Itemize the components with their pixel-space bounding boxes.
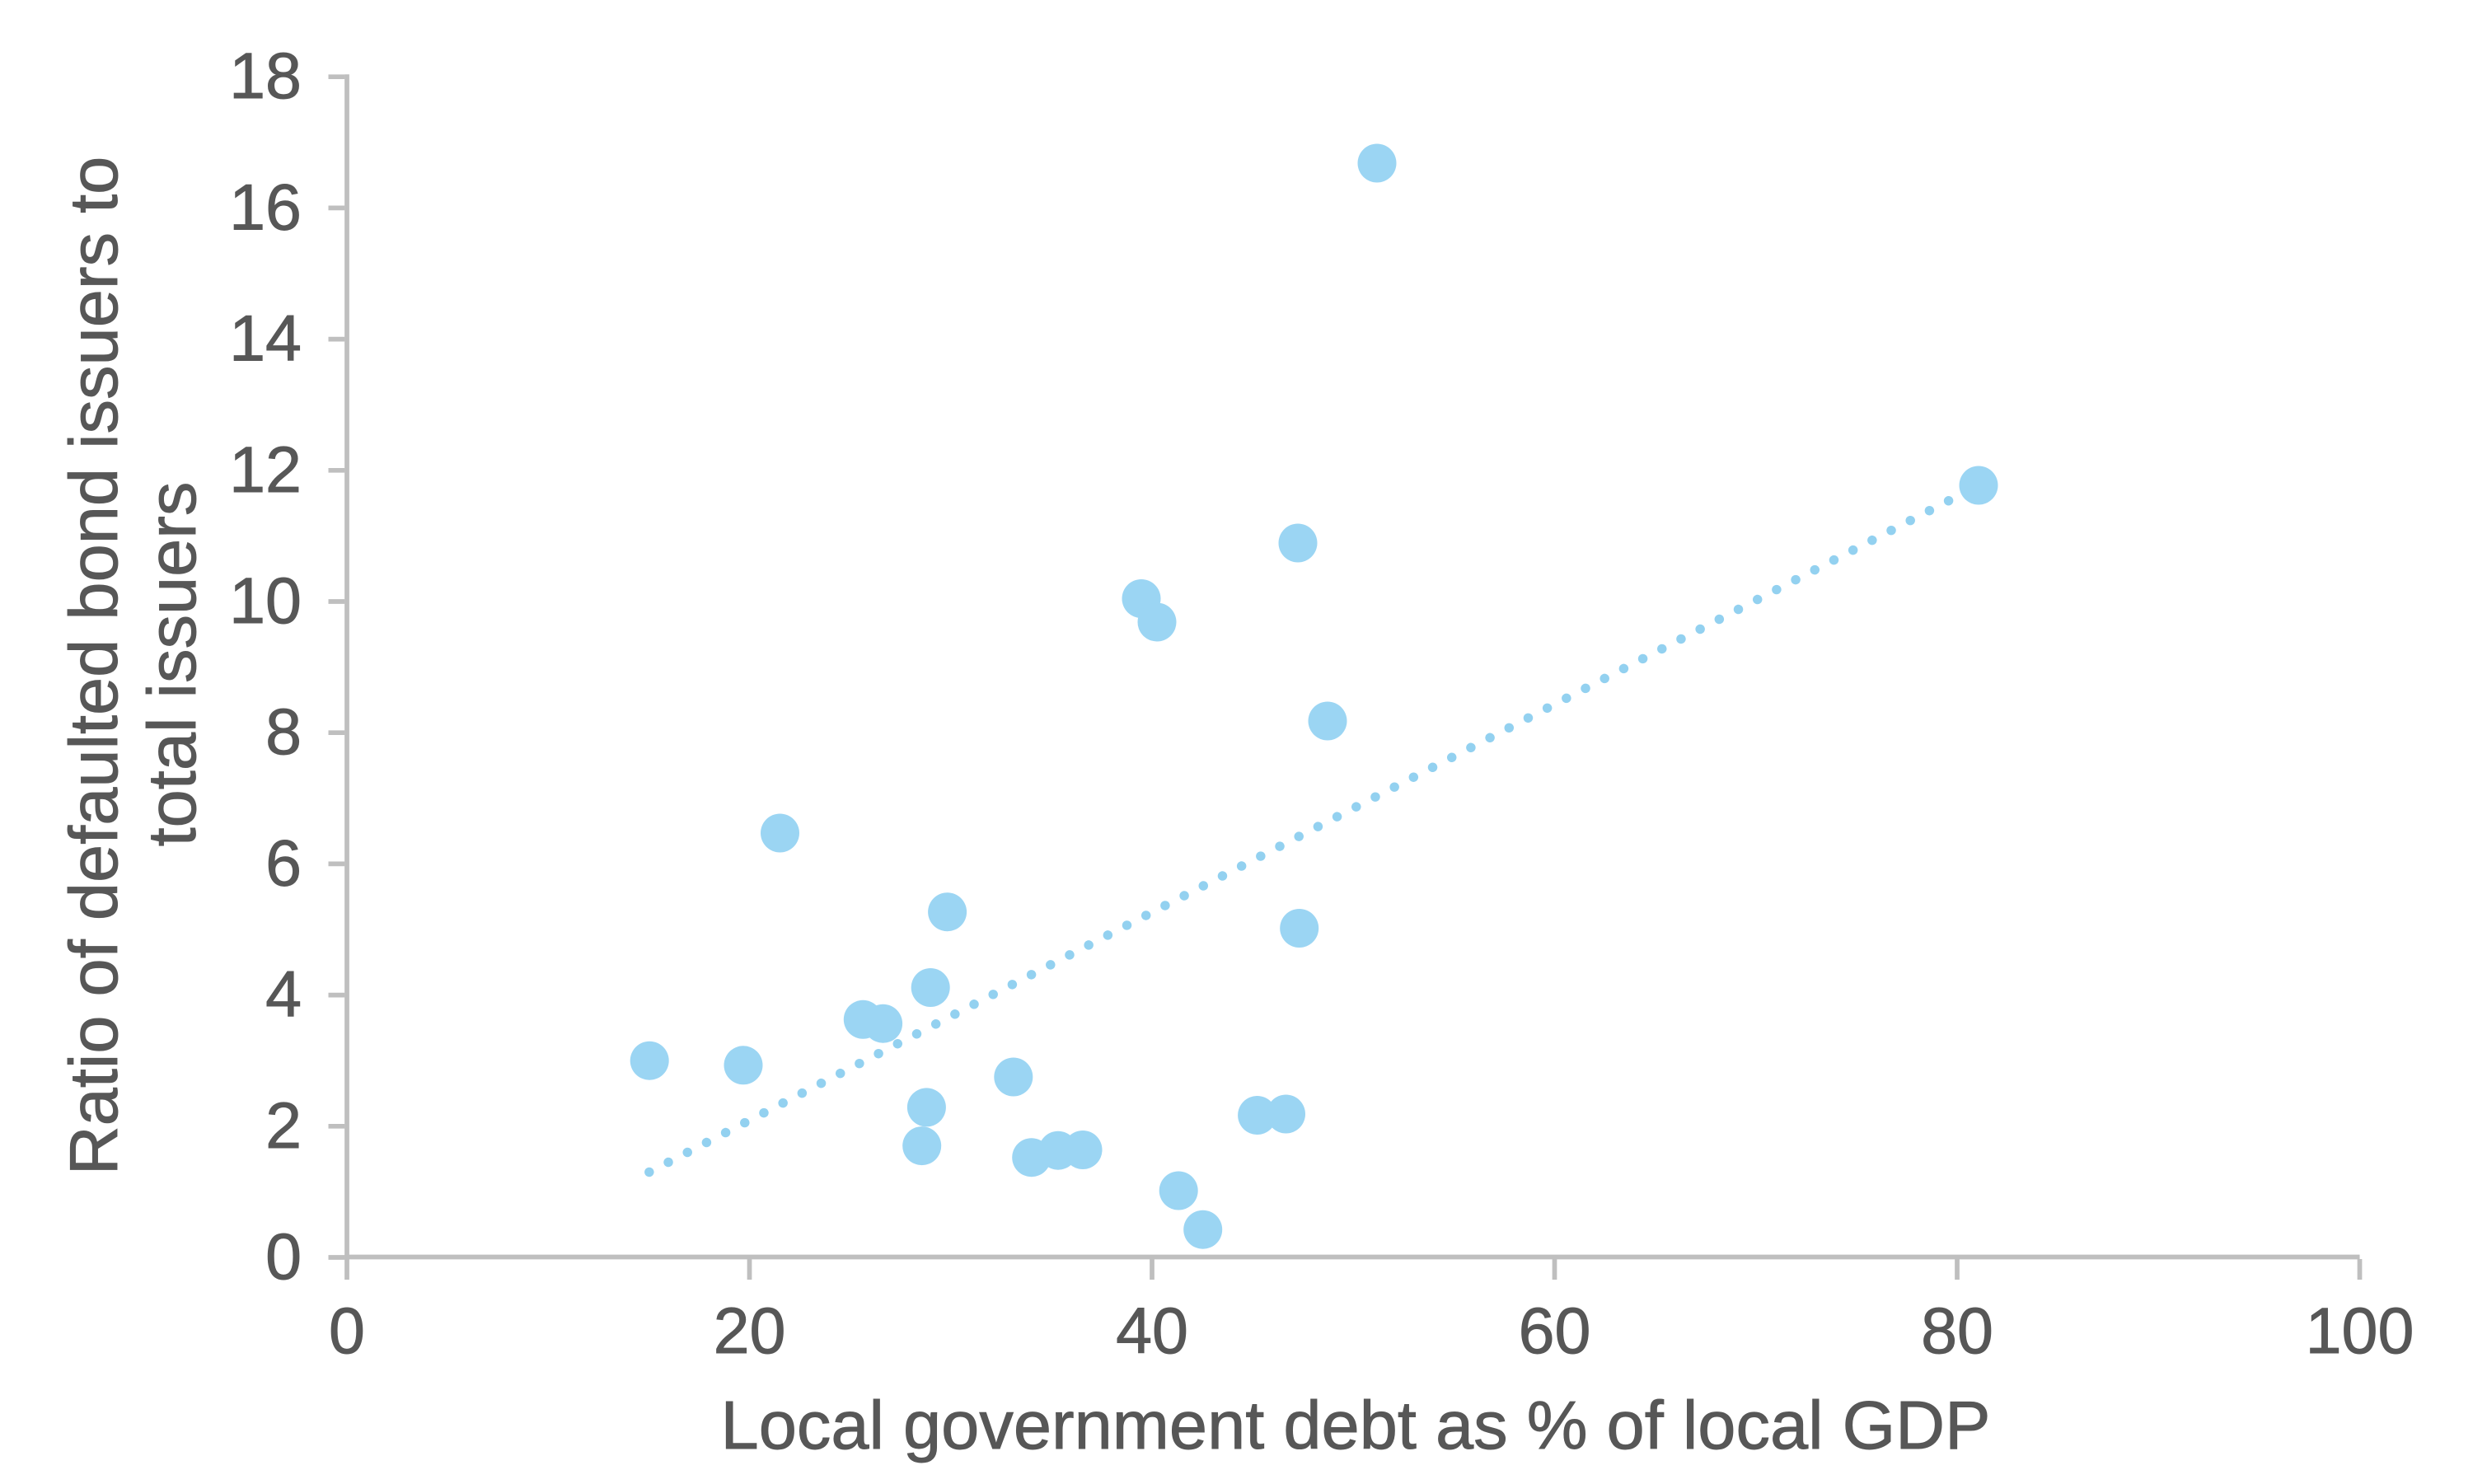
svg-text:6: 6 [265,826,302,899]
svg-text:Ratio of defaulted bond issuer: Ratio of defaulted bond issuers to [55,157,132,1176]
svg-text:total issuers: total issuers [133,482,210,847]
svg-text:0: 0 [265,1220,302,1293]
svg-text:18: 18 [229,39,302,112]
svg-text:14: 14 [229,302,302,375]
svg-text:12: 12 [229,433,302,506]
svg-text:80: 80 [1921,1294,1993,1367]
svg-text:Local government debt as % of: Local government debt as % of local GDP [721,1387,1991,1463]
svg-text:16: 16 [229,170,302,243]
svg-text:4: 4 [265,957,302,1031]
svg-text:60: 60 [1519,1294,1591,1367]
svg-text:8: 8 [265,695,302,768]
svg-text:40: 40 [1116,1294,1188,1367]
svg-text:10: 10 [229,564,302,637]
svg-text:20: 20 [714,1294,786,1367]
svg-text:0: 0 [329,1294,365,1367]
svg-text:100: 100 [2306,1294,2414,1367]
svg-text:2: 2 [265,1088,302,1162]
